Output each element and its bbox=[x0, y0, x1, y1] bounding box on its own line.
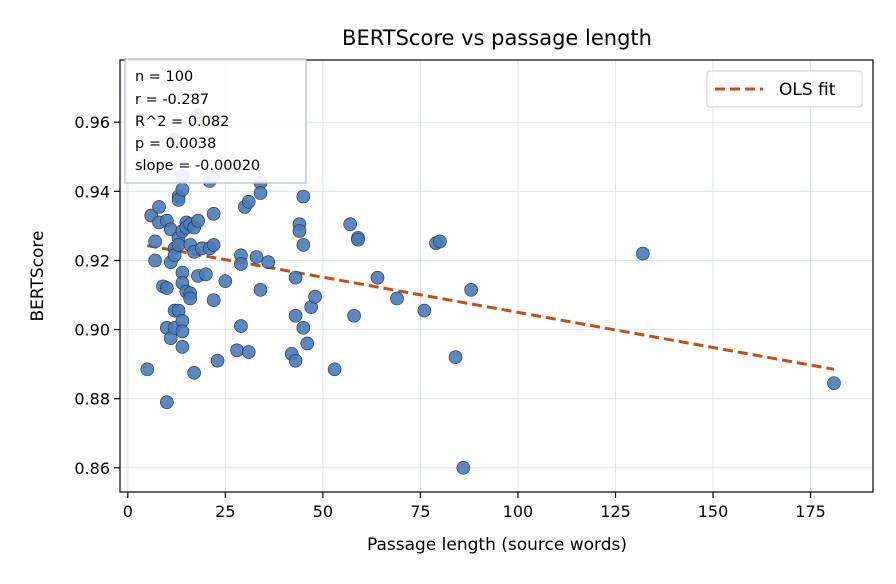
data-point bbox=[370, 270, 385, 285]
data-point bbox=[300, 336, 315, 351]
data-point bbox=[199, 267, 213, 282]
x-tick-label: 50 bbox=[313, 502, 333, 521]
grid bbox=[120, 60, 873, 492]
data-point bbox=[191, 213, 205, 228]
data-point bbox=[448, 350, 463, 365]
data-point bbox=[148, 234, 162, 249]
data-point bbox=[636, 246, 650, 261]
data-point bbox=[152, 200, 166, 214]
y-tick-label: 0.86 bbox=[74, 459, 110, 478]
stat-slope: slope = -0.00020 bbox=[135, 158, 260, 174]
x-tick-label: 75 bbox=[410, 502, 430, 521]
y-tick-label: 0.92 bbox=[74, 251, 110, 270]
x-axis-label: Passage length (source words) bbox=[367, 535, 627, 555]
data-point bbox=[288, 353, 303, 368]
data-point bbox=[253, 283, 268, 297]
stat-r-squared: R^2 = 0.082 bbox=[135, 114, 229, 130]
legend-frame bbox=[706, 70, 863, 108]
x-tick-label: 100 bbox=[503, 502, 534, 521]
data-point bbox=[296, 189, 311, 204]
data-point bbox=[261, 255, 276, 269]
data-point bbox=[464, 283, 478, 297]
data-point bbox=[249, 250, 264, 264]
ols-fit-line bbox=[147, 244, 835, 371]
stat-n: n = 100 bbox=[135, 69, 193, 85]
data-point bbox=[827, 376, 841, 390]
data-point bbox=[241, 194, 256, 209]
data-point bbox=[160, 281, 174, 295]
data-point bbox=[171, 238, 186, 252]
stats-box-frame bbox=[124, 58, 307, 184]
legend-fit-label: OLS fit bbox=[779, 80, 836, 100]
data-point bbox=[175, 340, 190, 354]
x-tick-label: 0 bbox=[123, 502, 133, 521]
data-point bbox=[206, 206, 221, 221]
data-point bbox=[175, 324, 190, 339]
data-point bbox=[234, 257, 248, 271]
data-point bbox=[343, 217, 357, 231]
stats-box: n = 100 r = -0.287 R^2 = 0.082 p = 0.003… bbox=[124, 58, 307, 184]
data-point bbox=[160, 395, 174, 409]
data-point bbox=[140, 362, 155, 377]
data-points bbox=[140, 108, 841, 475]
data-point bbox=[183, 291, 198, 306]
x-tick-label: 150 bbox=[698, 502, 729, 521]
data-point bbox=[288, 308, 303, 323]
data-point bbox=[175, 182, 190, 197]
axis-ticks: 0 25 50 75 100 125 150 175 0.86 0.88 0.90 0.92 0.94 0… bbox=[74, 113, 825, 521]
plot-frame bbox=[119, 59, 874, 493]
fit-line-layer bbox=[147, 244, 835, 371]
stat-p: p = 0.0038 bbox=[135, 136, 216, 152]
data-point bbox=[210, 353, 225, 368]
data-point bbox=[187, 365, 201, 380]
data-point bbox=[456, 461, 471, 475]
data-point bbox=[327, 362, 342, 377]
stat-r: r = -0.287 bbox=[135, 92, 209, 108]
y-tick-label: 0.94 bbox=[74, 182, 110, 201]
data-point bbox=[148, 253, 162, 268]
data-point bbox=[206, 238, 221, 252]
data-point bbox=[206, 293, 221, 307]
data-point bbox=[433, 234, 447, 249]
data-point bbox=[292, 224, 307, 238]
y-axis-label: BERTScore bbox=[28, 231, 48, 322]
x-tick-label: 125 bbox=[600, 502, 631, 521]
data-point bbox=[230, 343, 244, 358]
data-point bbox=[253, 186, 268, 200]
data-point bbox=[351, 232, 365, 247]
data-point bbox=[234, 319, 248, 333]
chart-title: BERTScore vs passage length bbox=[342, 26, 652, 50]
data-point bbox=[218, 274, 233, 288]
data-point bbox=[417, 303, 432, 318]
data-point bbox=[347, 308, 361, 323]
data-point bbox=[296, 238, 311, 252]
data-point bbox=[390, 291, 404, 306]
data-point bbox=[288, 270, 303, 285]
x-tick-label: 175 bbox=[795, 502, 826, 521]
legend: OLS fit bbox=[706, 70, 863, 108]
x-tick-label: 25 bbox=[215, 502, 235, 521]
y-tick-label: 0.96 bbox=[74, 113, 110, 132]
y-tick-label: 0.90 bbox=[74, 321, 110, 340]
data-point bbox=[241, 345, 256, 359]
y-tick-label: 0.88 bbox=[74, 390, 110, 409]
data-point bbox=[296, 321, 311, 335]
data-point bbox=[308, 289, 322, 304]
